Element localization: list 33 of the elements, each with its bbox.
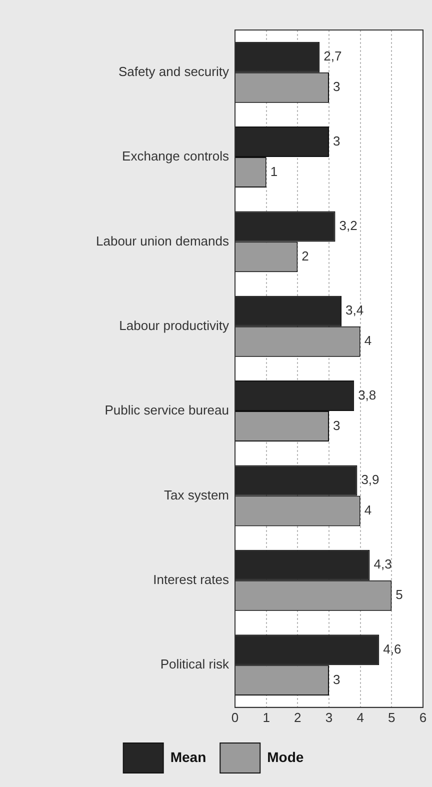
y-tick-label: Tax system: [164, 487, 229, 502]
legend-label: Mean: [170, 748, 206, 765]
x-tick-label: 1: [262, 710, 270, 725]
data-label: 4,6: [383, 641, 402, 656]
y-tick-label: Interest rates: [153, 572, 230, 587]
data-label: 3: [333, 418, 340, 433]
data-label: 3,4: [346, 302, 364, 318]
y-tick-label: Exchange controls: [122, 148, 230, 164]
y-tick-label: Political risk: [160, 656, 230, 672]
data-label: 3,2: [339, 218, 358, 234]
data-label: 3,8: [358, 387, 376, 402]
data-label: 3: [333, 79, 340, 94]
y-tick-label: Safety and security: [118, 64, 230, 79]
x-tick-label: 2: [294, 710, 302, 725]
legend-label: Mode: [267, 748, 304, 765]
data-label: 3: [333, 133, 340, 148]
data-label: 2,7: [324, 48, 342, 64]
x-tick-label: 5: [388, 710, 396, 725]
y-tick-label: Labour union demands: [96, 233, 230, 248]
data-label: 5: [396, 587, 403, 602]
y-tick-label: Labour productivity: [119, 318, 230, 333]
x-tick-label: 0: [231, 710, 239, 725]
data-label: 3,9: [361, 472, 380, 488]
y-tick-label: Public service bureau: [104, 402, 229, 418]
data-label: 1: [270, 164, 278, 179]
x-tick-label: 4: [356, 710, 364, 725]
data-label: 4: [364, 502, 372, 518]
x-tick-label: 3: [325, 710, 333, 725]
data-label: 4: [364, 333, 372, 348]
x-tick-label: 6: [419, 710, 427, 725]
data-label: 2: [302, 248, 309, 264]
data-label: 4,3: [374, 556, 392, 572]
data-label: 3: [333, 672, 340, 687]
